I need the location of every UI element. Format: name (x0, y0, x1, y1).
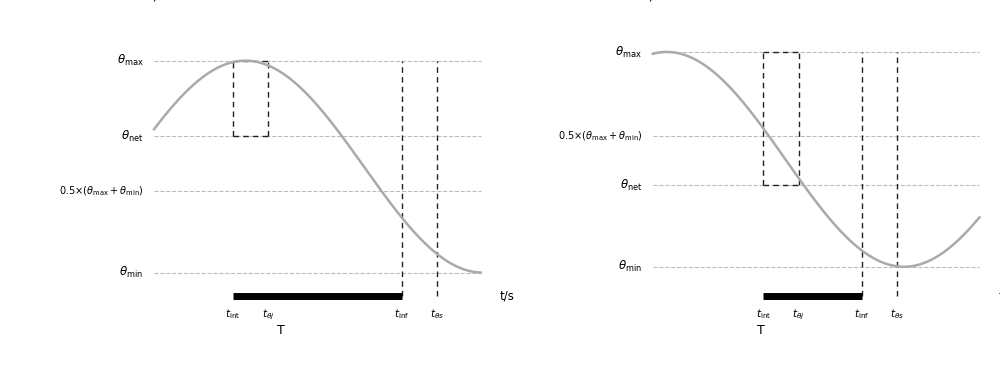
Text: $\theta_{\mathsf{net}}$: $\theta_{\mathsf{net}}$ (620, 178, 642, 193)
Text: $\theta_{\mathsf{max}}$: $\theta_{\mathsf{max}}$ (615, 44, 642, 60)
Text: $\theta_{\mathsf{min}}$: $\theta_{\mathsf{min}}$ (119, 265, 144, 280)
Text: $t_{\theta j}$: $t_{\theta j}$ (792, 307, 805, 322)
Text: $t_{\mathsf{int}}$: $t_{\mathsf{int}}$ (225, 307, 241, 321)
Text: t/s: t/s (500, 289, 515, 302)
Text: $t_{\theta s}$: $t_{\theta s}$ (890, 307, 904, 321)
Text: $t_{\mathsf{inf}}$: $t_{\mathsf{inf}}$ (854, 307, 869, 321)
Text: $0.5{\times}(\theta_{\mathsf{max}}+\theta_{\mathsf{min}})$: $0.5{\times}(\theta_{\mathsf{max}}+\thet… (59, 184, 144, 198)
Text: $t_{\theta s}$: $t_{\theta s}$ (430, 307, 444, 321)
Text: $t_{\theta j}$: $t_{\theta j}$ (262, 307, 274, 322)
Text: T: T (277, 324, 284, 337)
Text: $t_{\mathsf{inf}}$: $t_{\mathsf{inf}}$ (394, 307, 409, 321)
Text: θ/°: θ/° (644, 0, 662, 3)
Text: $\theta_{\mathsf{max}}$: $\theta_{\mathsf{max}}$ (117, 53, 144, 68)
Text: $\theta_{\mathsf{net}}$: $\theta_{\mathsf{net}}$ (121, 129, 144, 144)
Text: $0.5{\times}(\theta_{\mathsf{max}}+\theta_{\mathsf{min}})$: $0.5{\times}(\theta_{\mathsf{max}}+\thet… (558, 129, 642, 143)
Text: T: T (757, 324, 765, 337)
Text: $t_{\mathsf{int}}$: $t_{\mathsf{int}}$ (756, 307, 771, 321)
Text: $\theta_{\mathsf{min}}$: $\theta_{\mathsf{min}}$ (618, 259, 642, 274)
Text: θ/: θ/ (148, 0, 160, 3)
Text: t/s: t/s (999, 289, 1000, 302)
